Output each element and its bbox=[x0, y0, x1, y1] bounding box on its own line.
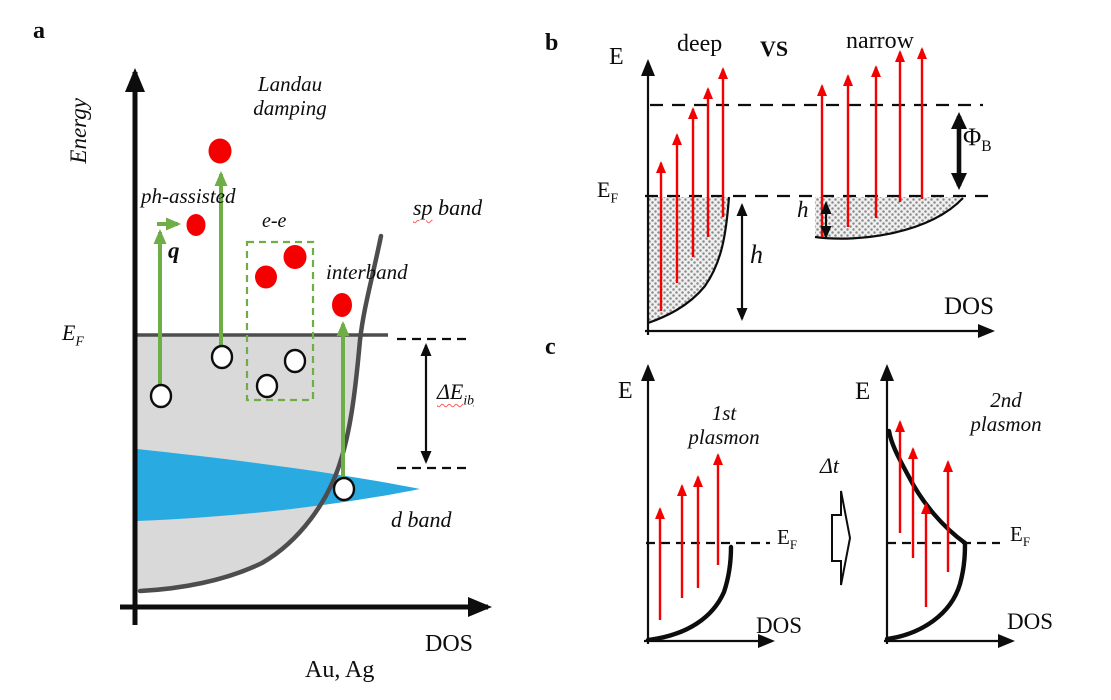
panel-label-a: a bbox=[33, 18, 45, 44]
interband-gap-base: ΔE bbox=[437, 379, 464, 404]
hot-electron-dot-ph-assisted bbox=[186, 214, 206, 236]
hole-circle-ee-1 bbox=[283, 348, 307, 374]
dos-curve-initial bbox=[645, 544, 734, 643]
interband-gap-sub: ib bbox=[463, 392, 474, 408]
first-plasmon-label: 1st plasmon bbox=[688, 401, 759, 449]
deep-label: deep bbox=[677, 31, 723, 57]
narrow-distribution-region bbox=[815, 197, 963, 239]
narrow-distribution-curve bbox=[814, 197, 964, 240]
energy-axis-label-c-left: E bbox=[618, 378, 633, 404]
hot-electron-dot-ee-2 bbox=[255, 265, 277, 289]
second-plasmon-label: 2nd plasmon bbox=[970, 388, 1041, 436]
fermi-sub-c-left: F bbox=[789, 537, 798, 553]
hot-electron-dot-ee-1 bbox=[283, 245, 307, 269]
hole-circle-2 bbox=[210, 344, 234, 370]
panel-c-diagram bbox=[641, 364, 1015, 648]
barrier-sub: B bbox=[981, 138, 992, 155]
sp-band-curve bbox=[137, 233, 384, 594]
hole-circle-1 bbox=[149, 383, 173, 409]
photon-arrows-second-plasmon bbox=[895, 420, 953, 607]
narrow-label: narrow bbox=[846, 28, 914, 54]
fermi-label-c-right: EF bbox=[1010, 522, 1031, 550]
depth-label-narrow: h bbox=[797, 197, 809, 222]
sp-band-word: sp bbox=[413, 195, 433, 220]
fermi-base-a: E bbox=[62, 320, 76, 345]
second-plasmon-line1: 2nd bbox=[990, 388, 1022, 412]
ph-assisted-label: ph-assisted bbox=[141, 184, 236, 208]
barrier-base: Φ bbox=[963, 124, 982, 151]
dos-axis-label-b: DOS bbox=[944, 293, 995, 320]
depth-label-deep: h bbox=[750, 240, 763, 269]
hole-circle-ee-2 bbox=[255, 373, 279, 399]
dos-axis-label-c-left: DOS bbox=[756, 613, 803, 638]
photon-arrows-first-plasmon bbox=[655, 453, 723, 620]
d-band-label: d band bbox=[391, 507, 452, 532]
hot-electron-dot-landau bbox=[208, 138, 232, 164]
delta-t-label: Δt bbox=[820, 453, 840, 478]
hot-electron-dot-interband bbox=[332, 293, 352, 317]
ee-scattering-label: e-e bbox=[262, 210, 287, 232]
first-plasmon-line1: 1st bbox=[711, 401, 737, 425]
fermi-base-c-right: E bbox=[1010, 522, 1023, 546]
barrier-label: ΦB bbox=[963, 124, 992, 155]
dos-curve-after-below-ef bbox=[884, 540, 968, 642]
fermi-base-c-left: E bbox=[777, 525, 790, 549]
landau-damping-label: Landau damping bbox=[253, 72, 327, 120]
momentum-q-label: q bbox=[168, 238, 180, 263]
sp-band-label: sp band bbox=[413, 195, 482, 220]
panel-label-c: c bbox=[545, 334, 556, 360]
landau-line2: damping bbox=[253, 96, 327, 121]
fermi-sub-a: F bbox=[75, 333, 84, 349]
first-plasmon-line2: plasmon bbox=[688, 425, 760, 450]
energy-axis-label-c-right: E bbox=[855, 378, 871, 405]
panel-label-b: b bbox=[545, 30, 559, 56]
metals-label: Au, Ag bbox=[305, 657, 375, 683]
fermi-sub-c-right: F bbox=[1022, 534, 1031, 550]
versus-label: VS bbox=[760, 36, 789, 61]
landau-line1: Landau bbox=[257, 72, 323, 96]
energy-axis-label-b: E bbox=[609, 44, 624, 70]
fermi-sub-b: F bbox=[610, 190, 619, 206]
interband-gap-label: ΔEib bbox=[437, 379, 474, 408]
delta-t-block-arrow bbox=[831, 490, 852, 586]
fermi-label-c-left: EF bbox=[777, 525, 798, 553]
energy-axis-label: Energy bbox=[66, 98, 91, 164]
fermi-base-b: E bbox=[597, 177, 611, 202]
fermi-label-a: EF bbox=[62, 320, 84, 349]
panel-b-diagram bbox=[641, 47, 995, 338]
photon-arrows-deep bbox=[656, 67, 728, 311]
second-plasmon-line2: plasmon bbox=[970, 412, 1042, 437]
panel-a-diagram bbox=[120, 68, 492, 625]
deep-distribution-curve bbox=[647, 196, 731, 325]
interband-label: interband bbox=[326, 260, 408, 284]
ee-scattering-box bbox=[245, 240, 315, 402]
dos-axis-label-a: DOS bbox=[425, 631, 474, 657]
dos-axis-label-c-right: DOS bbox=[1007, 609, 1054, 634]
fermi-label-b: EF bbox=[597, 177, 619, 206]
d-band-lens bbox=[137, 449, 420, 521]
sp-band-word2: band bbox=[432, 195, 483, 220]
hole-circle-dband bbox=[332, 476, 356, 502]
